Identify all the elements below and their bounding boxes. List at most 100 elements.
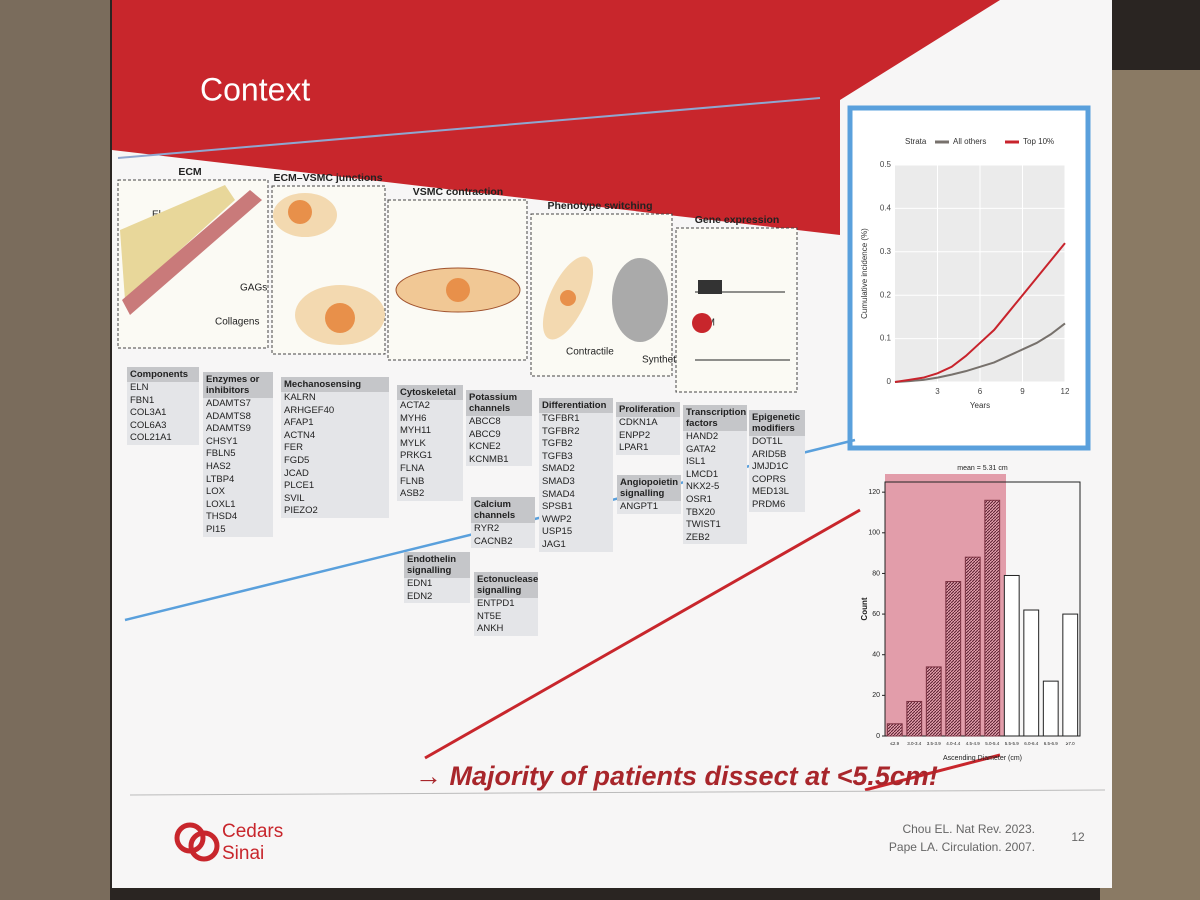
gene: TGFBR1 bbox=[539, 413, 613, 426]
gene: SMAD3 bbox=[539, 475, 613, 489]
connector bbox=[117, 97, 821, 159]
gene: RYR2 bbox=[471, 523, 535, 536]
y-tick-label: 120 bbox=[868, 489, 880, 496]
gene: USP15 bbox=[539, 526, 613, 539]
gene: CACNB2 bbox=[471, 535, 535, 549]
line bbox=[894, 242, 1066, 383]
gene: FGD5 bbox=[281, 454, 389, 468]
x-tick-label: 4.0-4.4 bbox=[946, 741, 961, 746]
gene: FLNA bbox=[397, 462, 463, 476]
gene: ISL1 bbox=[683, 456, 747, 469]
y-tick-label: 0 bbox=[876, 733, 880, 740]
slide-title: Context bbox=[200, 71, 310, 107]
y-tick-label: 0.4 bbox=[880, 204, 892, 213]
table-header: Potassium channels bbox=[466, 390, 532, 416]
gene: SPSB1 bbox=[539, 501, 613, 514]
y-axis-label: Cumulative incidence (%) bbox=[860, 228, 869, 319]
elastin-band bbox=[120, 185, 235, 300]
table-header: Mechanosensing bbox=[281, 377, 389, 392]
logo-text: Sinai bbox=[222, 843, 264, 864]
em-circle bbox=[692, 313, 712, 333]
table-header: Differentiation bbox=[539, 398, 613, 413]
x-tick-label: ≤2.9 bbox=[890, 741, 899, 746]
gene: LMCD1 bbox=[683, 468, 747, 482]
gene: SMAD2 bbox=[539, 463, 613, 476]
gene: ANGPT1 bbox=[617, 501, 681, 514]
fiber bbox=[122, 190, 262, 315]
bar bbox=[886, 723, 903, 737]
legend-label: Top 10% bbox=[1023, 137, 1054, 146]
y-tick-label: 0.3 bbox=[880, 247, 892, 256]
cell bbox=[612, 258, 668, 342]
gene-table: Transcription factors HAND2 GATA2 ISL1 LMCD1… bbox=[683, 405, 747, 545]
y-tick-label: 80 bbox=[872, 570, 880, 577]
gene: DOT1L bbox=[749, 436, 805, 449]
x-tick-label: 6.5-6.9 bbox=[1044, 741, 1059, 746]
x-axis-label: Years bbox=[970, 401, 990, 410]
x-tick-label: 12 bbox=[1061, 387, 1070, 396]
y-tick-label: 20 bbox=[872, 692, 880, 699]
gene-table: Endothelin signalling EDN1 EDN2 bbox=[404, 552, 470, 604]
gene: MYH6 bbox=[397, 412, 463, 426]
panel-title: ECM bbox=[178, 166, 202, 178]
gene-table: Mechanosensing KALRN ARHGEF40 AFAP1 ACTN4 FER… bbox=[281, 377, 389, 518]
gene: SVIL bbox=[281, 492, 389, 506]
panel-title: ECM–VSMC junctions bbox=[273, 172, 382, 184]
panel-label: Synthetic bbox=[642, 355, 683, 366]
gene: TGFB2 bbox=[539, 438, 613, 451]
y-tick-label: 100 bbox=[868, 530, 880, 537]
bar bbox=[925, 666, 942, 737]
gene: EDN1 bbox=[404, 578, 470, 591]
gene: MYLK bbox=[397, 437, 463, 451]
gene: LTBP4 bbox=[203, 473, 273, 487]
gene: JMJD1C bbox=[749, 461, 805, 474]
gene: KCNMB1 bbox=[466, 453, 532, 467]
gene: ABCC9 bbox=[466, 428, 532, 442]
x-tick-label: ≥7.0 bbox=[1066, 741, 1075, 746]
gene: JAG1 bbox=[539, 538, 613, 552]
gene: LPAR1 bbox=[616, 442, 680, 455]
table-header: Enzymes or inhibitors bbox=[203, 372, 273, 398]
gene: COL3A1 bbox=[127, 407, 199, 420]
gene: FLNB bbox=[397, 475, 463, 489]
gene: ENPP2 bbox=[616, 429, 680, 443]
gene: NKX2-5 bbox=[683, 481, 747, 494]
gene: AFAP1 bbox=[281, 417, 389, 430]
table-header: Epigenetic modifiers bbox=[749, 410, 805, 436]
table-header: Endothelin signalling bbox=[404, 552, 470, 578]
table-header: Angiopoietin signalling bbox=[617, 475, 681, 501]
table-header: Calcium channels bbox=[471, 497, 535, 523]
gene: PI15 bbox=[203, 523, 273, 537]
gene-table: Cytoskeletal ACTA2 MYH6 MYH11 MYLK PRKG1 FLNA F… bbox=[397, 385, 463, 501]
gene: ADAMTS8 bbox=[203, 410, 273, 424]
connector bbox=[864, 753, 1001, 792]
x-tick-label: 3 bbox=[935, 387, 940, 396]
gene: TGFB3 bbox=[539, 450, 613, 464]
chart-title: mean = 5.31 cm bbox=[957, 465, 1008, 472]
gene: CHSY1 bbox=[203, 435, 273, 449]
y-tick-label: 60 bbox=[872, 611, 880, 618]
gene-table: Epigenetic modifiers DOT1L ARID5B JMJD1C COP… bbox=[749, 410, 805, 512]
x-tick-label: 5.0-5.4 bbox=[985, 741, 1000, 746]
gene: MYH11 bbox=[397, 425, 463, 438]
gene: ABCC8 bbox=[466, 416, 532, 429]
annotation: → Majority of patients dissect at <5.5cm… bbox=[415, 761, 938, 791]
gene: ACTA2 bbox=[397, 400, 463, 413]
connector bbox=[424, 508, 861, 760]
wall bbox=[1100, 70, 1200, 900]
x-axis-label: Ascending Diameter (cm) bbox=[943, 755, 1022, 762]
gene-table: Differentiation TGFBR1 TGFBR2 TGFB2 TGFB3 SMA… bbox=[539, 398, 613, 552]
bar bbox=[1023, 609, 1040, 737]
gene-table: Calcium channels RYR2 CACNB2 bbox=[471, 497, 535, 549]
x-tick-label: 5.5-5.9 bbox=[1005, 741, 1020, 746]
bar bbox=[906, 700, 923, 737]
gene: OSR1 bbox=[683, 493, 747, 507]
gene: ZEB2 bbox=[683, 531, 747, 545]
logo-mark bbox=[188, 830, 220, 862]
bar bbox=[1003, 574, 1020, 737]
gene: FBN1 bbox=[127, 394, 199, 408]
gene: CDKN1A bbox=[616, 417, 680, 430]
x-tick-label: 3.0-3.4 bbox=[907, 741, 922, 746]
